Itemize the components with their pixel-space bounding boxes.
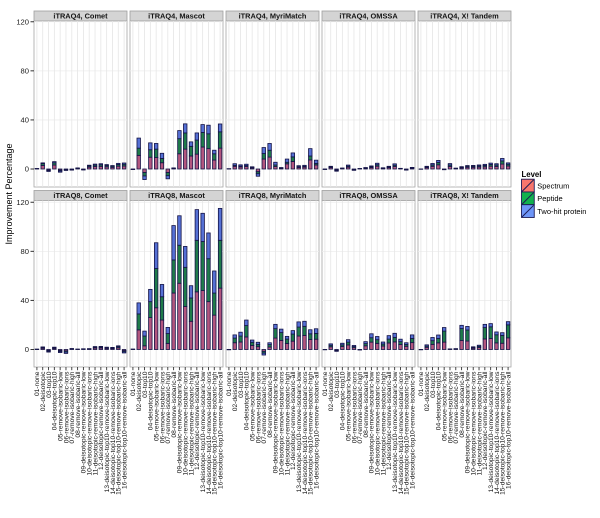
- svg-text:16-deisotopic-top10-remove-iso: 16-deisotopic-top10-remove-isobaric-all: [217, 371, 224, 489]
- svg-text:0: 0: [25, 345, 29, 354]
- svg-text:16-deisotopic-top10-remove-iso: 16-deisotopic-top10-remove-isobaric-all: [313, 371, 320, 489]
- svg-text:120: 120: [16, 198, 29, 207]
- svg-text:16-deisotopic-top10-remove-iso: 16-deisotopic-top10-remove-isobaric-all: [505, 371, 512, 489]
- svg-text:80: 80: [21, 247, 29, 256]
- svg-text:0: 0: [25, 165, 29, 174]
- svg-text:iTRAQ8, Comet: iTRAQ8, Comet: [53, 191, 108, 200]
- svg-text:iTRAQ8, X! Tandem: iTRAQ8, X! Tandem: [430, 191, 499, 200]
- svg-text:Improvement Percentage: Improvement Percentage: [4, 143, 14, 244]
- svg-text:120: 120: [16, 17, 29, 26]
- svg-text:Level: Level: [522, 170, 542, 179]
- svg-text:Two-hit protein: Two-hit protein: [537, 207, 586, 216]
- svg-text:80: 80: [21, 66, 29, 75]
- svg-text:40: 40: [21, 296, 29, 305]
- svg-text:iTRAQ8, Mascot: iTRAQ8, Mascot: [148, 191, 205, 200]
- svg-text:iTRAQ8, OMSSA: iTRAQ8, OMSSA: [339, 191, 398, 200]
- svg-text:Spectrum: Spectrum: [537, 181, 569, 190]
- svg-text:iTRAQ4, MyriMatch: iTRAQ4, MyriMatch: [239, 12, 307, 21]
- svg-text:Peptide: Peptide: [537, 194, 562, 203]
- svg-text:iTRAQ4, OMSSA: iTRAQ4, OMSSA: [339, 12, 398, 21]
- svg-text:iTRAQ8, MyriMatch: iTRAQ8, MyriMatch: [239, 191, 307, 200]
- svg-text:16-deisotopic-top10-remove-iso: 16-deisotopic-top10-remove-isobaric-all: [409, 371, 416, 489]
- svg-text:40: 40: [21, 116, 29, 125]
- svg-text:iTRAQ4, Mascot: iTRAQ4, Mascot: [148, 12, 205, 21]
- svg-text:iTRAQ4, X! Tandem: iTRAQ4, X! Tandem: [430, 12, 499, 21]
- svg-text:iTRAQ4, Comet: iTRAQ4, Comet: [53, 12, 108, 21]
- svg-text:16-deisotopic-top10-remove-iso: 16-deisotopic-top10-remove-isobaric-all: [121, 371, 128, 489]
